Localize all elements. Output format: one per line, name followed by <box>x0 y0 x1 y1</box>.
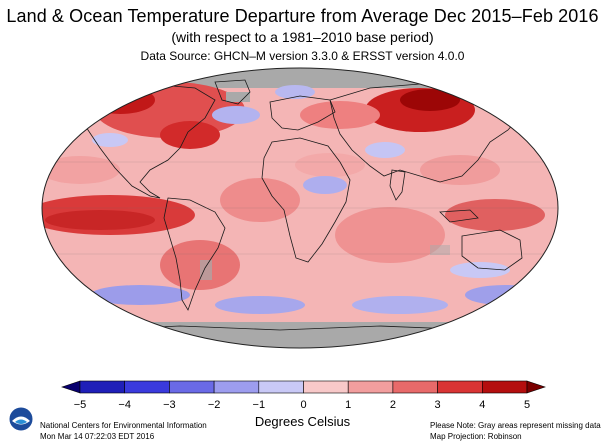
southern-ocean-cool <box>90 285 190 305</box>
legend-swatch <box>213 380 260 394</box>
legend-swatch <box>437 380 483 394</box>
north-atlantic-cool <box>212 106 260 124</box>
noaa-logo-icon <box>8 406 34 432</box>
legend-swatch <box>124 380 170 394</box>
legend-tick-label: 2 <box>389 399 396 411</box>
map-title: Land & Ocean Temperature Departure from … <box>6 6 599 26</box>
legend-tick-label: 3 <box>434 399 441 411</box>
legend-swatch <box>347 380 394 394</box>
legend-swatch <box>169 380 215 394</box>
legend-tick-label: −2 <box>207 399 221 411</box>
legend-swatch <box>481 380 528 394</box>
legend-swatch <box>79 380 126 394</box>
org-name: National Centers for Environmental Infor… <box>40 421 207 430</box>
legend-tick-label: −3 <box>163 399 176 411</box>
legend-tick-label: 0 <box>300 399 307 411</box>
legend-swatch <box>303 380 349 394</box>
legend-tick-label: 1 <box>345 399 352 411</box>
data-source: Data Source: GHCN–M version 3.3.0 & ERSS… <box>140 49 465 63</box>
legend-tick-label: 4 <box>479 399 486 411</box>
legend-tick-label: −4 <box>118 399 131 411</box>
legend-tick-label: 5 <box>523 399 531 411</box>
legend-tick-label: −1 <box>252 399 266 411</box>
legend-arrow-max <box>526 380 546 394</box>
missing-data-note: Please Note: Gray areas represent missin… <box>430 421 601 430</box>
map-notes: Please Note: Gray areas represent missin… <box>430 420 601 442</box>
timestamp: Mon Mar 14 07:22:03 EDT 2016 <box>40 432 155 441</box>
legend-swatch <box>392 380 438 394</box>
legend-units: Degrees Celsius <box>254 414 351 429</box>
legend-arrow-min <box>61 380 81 394</box>
legend-tick-label: −5 <box>73 399 87 411</box>
org-info: National Centers for Environmental Infor… <box>40 420 207 442</box>
map-subtitle: (with respect to a 1981–2010 base period… <box>171 29 434 45</box>
legend-swatch <box>258 380 304 394</box>
central-asia-cool <box>365 142 405 158</box>
map-outline <box>41 67 559 349</box>
projection-note: Map Projection: Robinson <box>430 432 522 441</box>
